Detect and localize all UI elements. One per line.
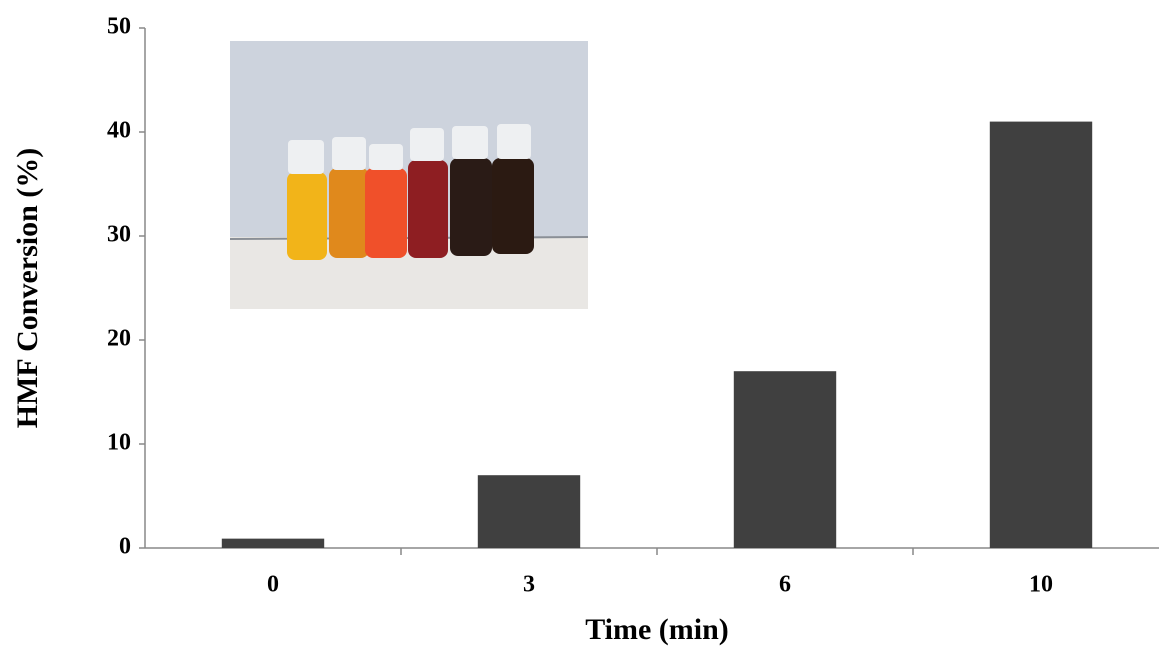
x-tick-label: 10	[1029, 572, 1053, 598]
y-tick-label: 0	[119, 534, 131, 560]
y-tick-label: 10	[107, 430, 131, 456]
bar	[221, 538, 325, 548]
y-tick-label: 30	[107, 222, 131, 248]
y-axis-title: HMF Conversion (%)	[11, 148, 44, 429]
x-tick-label: 0	[267, 572, 279, 598]
bar	[477, 475, 581, 548]
x-tick-label: 3	[523, 572, 535, 598]
bar	[989, 121, 1093, 548]
x-axis-title: Time (min)	[585, 613, 729, 646]
y-tick-label: 20	[107, 326, 131, 352]
y-tick-label: 50	[107, 14, 131, 40]
inset-photo	[229, 41, 589, 309]
y-tick-label: 40	[107, 118, 131, 144]
x-tick-label: 6	[779, 572, 791, 598]
bar	[733, 371, 837, 548]
